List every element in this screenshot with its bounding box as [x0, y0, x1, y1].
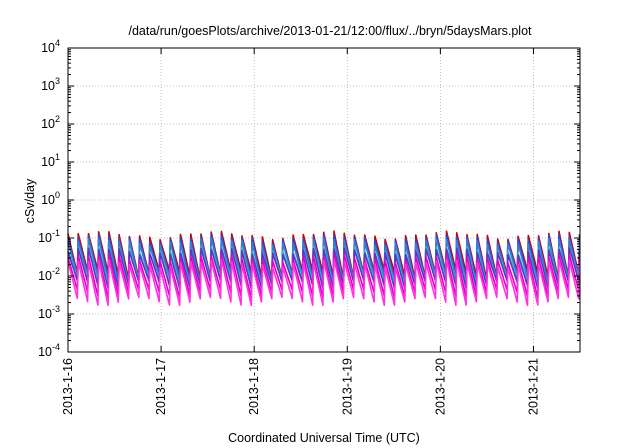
x-tick-label: 2013-1-16: [61, 358, 75, 415]
x-tick-label: 2013-1-21: [526, 358, 540, 415]
x-tick-label: 2013-1-19: [340, 358, 354, 415]
series-line: [67, 258, 581, 307]
chart-title: /data/run/goesPlots/archive/2013-01-21/1…: [128, 24, 532, 38]
y-tick-label: 102: [41, 114, 60, 131]
series-line: [67, 246, 581, 290]
series-group: [67, 230, 581, 307]
y-tick-label: 10-4: [38, 342, 60, 359]
series-line: [67, 253, 581, 299]
y-tick-label: 103: [41, 76, 60, 93]
y-tick-label: 101: [41, 152, 60, 169]
x-tick-label: 2013-1-17: [154, 358, 168, 415]
y-axis-label: cSv/day: [23, 178, 37, 223]
y-tick-label: 10-2: [38, 266, 60, 283]
x-axis: 2013-1-16 2013-1-17 2013-1-18 2013-1-19 2013…: [61, 48, 540, 415]
series-line: [67, 237, 581, 286]
y-tick-label: 100: [41, 190, 60, 207]
x-axis-label: Coordinated Universal Time (UTC): [228, 431, 420, 445]
grid: [68, 48, 580, 352]
y-tick-label: 10-1: [38, 228, 60, 245]
x-tick-label: 2013-1-20: [433, 358, 447, 415]
y-tick-label: 104: [41, 38, 60, 55]
x-tick-label: 2013-1-18: [247, 358, 261, 415]
y-axis: 10-4 10-3 10-2 10-1 100 101 102 103 104: [38, 38, 580, 359]
y-tick-label: 10-3: [38, 304, 60, 321]
